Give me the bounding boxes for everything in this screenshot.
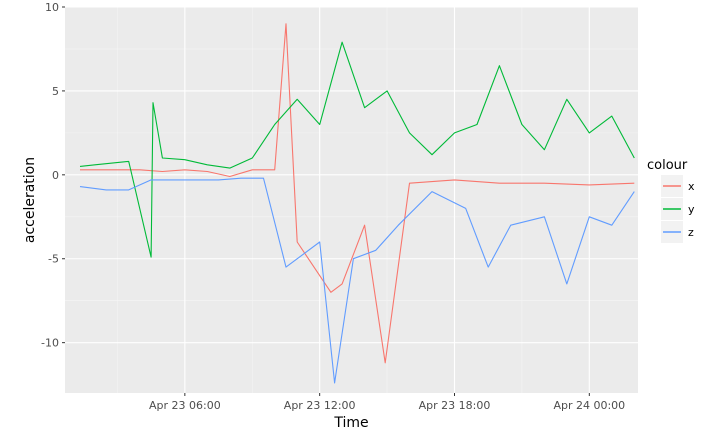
major-gridlines (65, 6, 638, 393)
x-tick-label: Apr 23 18:00 (419, 399, 491, 412)
plot-panel (65, 7, 638, 393)
legend-keys: xyz (661, 175, 695, 243)
x-tick-label: Apr 24 00:00 (553, 399, 625, 412)
legend-label-y: y (688, 203, 695, 216)
series-x-line (80, 23, 635, 364)
y-tick-label: 5 (52, 85, 59, 98)
series-z-line (79, 177, 635, 384)
minor-gridlines (65, 7, 638, 393)
x-axis-title: Time (333, 415, 368, 431)
legend-label-z: z (688, 226, 694, 239)
y-tick-label: -5 (48, 253, 59, 266)
y-tick-label: 10 (45, 1, 59, 14)
legend-label-x: x (688, 180, 695, 193)
legend-title: colour (647, 158, 688, 173)
x-axis: Apr 23 06:00 Apr 23 12:00 Apr 23 18:00 Apr … (149, 393, 625, 412)
y-tick-label: -10 (41, 337, 59, 350)
x-tick-label: Apr 23 06:00 (149, 399, 221, 412)
series-layer (79, 23, 635, 384)
legend: colour xyz (647, 158, 695, 243)
y-tick-label: 0 (52, 169, 59, 182)
y-axis-title: acceleration (22, 157, 38, 243)
series-y-line (79, 41, 635, 258)
y-axis: 10 5 0 -5 -10 (41, 1, 65, 350)
x-tick-label: Apr 23 12:00 (284, 399, 356, 412)
